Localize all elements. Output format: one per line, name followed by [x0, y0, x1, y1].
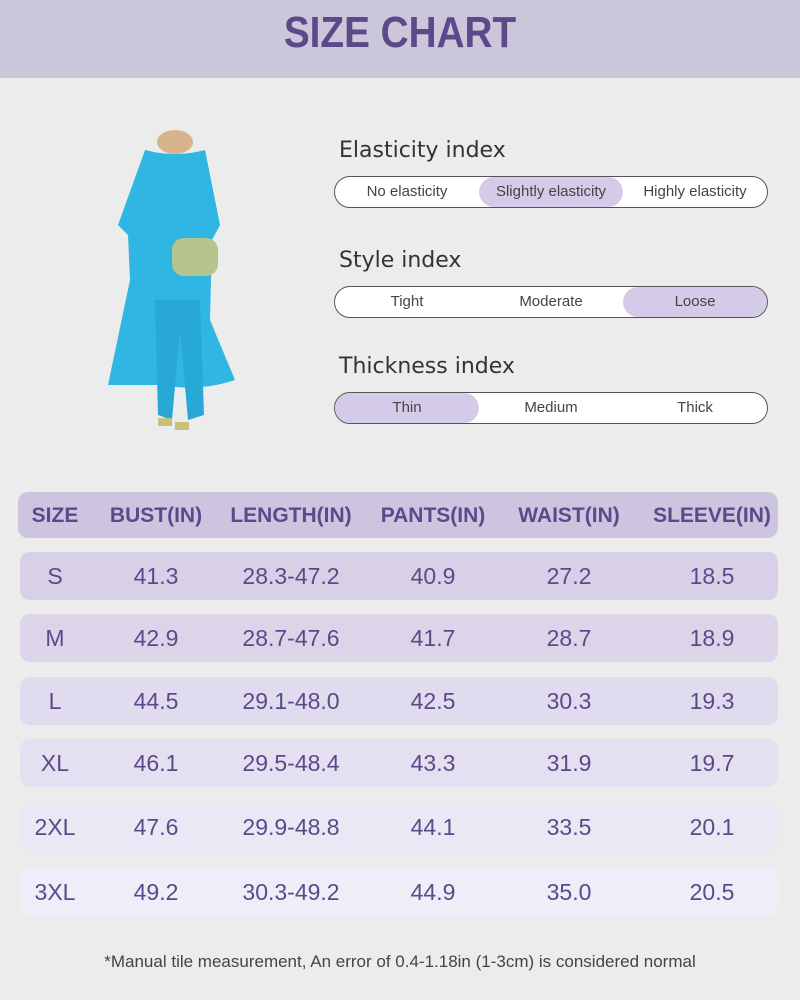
table-row: XL 46.1 29.5-48.4 43.3 31.9 19.7	[20, 739, 778, 787]
index-scale: Tight Moderate Loose	[334, 286, 768, 318]
table-cell: XL	[40, 750, 70, 776]
table-cell: 29.1-48.0	[242, 688, 340, 714]
index-scale: Thin Medium Thick	[334, 392, 768, 424]
table-cell: M	[45, 625, 65, 651]
table-cell: 28.7	[546, 625, 592, 651]
table-cell: 49.2	[133, 879, 179, 905]
table-cell: 43.3	[410, 750, 456, 776]
table-cell: 20.5	[689, 879, 735, 905]
table-cell: 31.9	[546, 750, 592, 776]
index-option: Thin	[335, 393, 479, 423]
table-cell: 18.5	[689, 563, 735, 589]
index-option: Medium	[524, 399, 578, 416]
index-title: Style index	[339, 248, 462, 273]
table-cell: 30.3-49.2	[242, 879, 340, 905]
table-cell: BUST(IN)	[109, 504, 203, 527]
table-cell: 41.3	[133, 563, 179, 589]
table-cell: 18.9	[689, 625, 735, 651]
table-header: SIZE BUST(IN) LENGTH(IN) PANTS(IN) WAIST(IN)…	[18, 492, 778, 538]
table-cell: 46.1	[133, 750, 179, 776]
table-cell: L	[48, 688, 62, 714]
table-cell: SLEEVE(IN)	[653, 504, 771, 527]
table-cell: 44.9	[410, 879, 456, 905]
table-cell: 42.5	[410, 688, 456, 714]
table-row: M 42.9 28.7-47.6 41.7 28.7 18.9	[20, 614, 778, 662]
index-title: Elasticity index	[339, 138, 506, 163]
table-cell: WAIST(IN)	[518, 504, 620, 527]
table-cell: SIZE	[31, 504, 79, 527]
table-row: L 44.5 29.1-48.0 42.5 30.3 19.3	[20, 677, 778, 725]
title: SIZE CHART	[283, 8, 517, 57]
table-cell: 2XL	[34, 814, 76, 840]
table-cell: 47.6	[133, 814, 179, 840]
model-image	[108, 130, 235, 430]
index-title: Thickness index	[339, 354, 515, 379]
header: SIZE CHART	[0, 0, 800, 78]
footnote: *Manual tile measurement, An error of 0.…	[104, 952, 696, 971]
table-cell: 19.7	[689, 750, 735, 776]
table-cell: 44.5	[133, 688, 179, 714]
table-cell: S	[47, 563, 63, 589]
table-cell: 29.5-48.4	[242, 750, 340, 776]
table-cell: 42.9	[133, 625, 179, 651]
index-option: Thick	[677, 399, 713, 416]
table-cell: 28.3-47.2	[242, 563, 340, 589]
index-option: Tight	[390, 293, 424, 310]
table-cell: 30.3	[546, 688, 592, 714]
table-row: 3XL 49.2 30.3-49.2 44.9 35.0 20.5	[20, 868, 778, 916]
table-cell: LENGTH(IN)	[230, 504, 352, 527]
table-cell: 40.9	[410, 563, 456, 589]
table-cell: 29.9-48.8	[242, 814, 340, 840]
table-cell: 27.2	[546, 563, 592, 589]
table-cell: 3XL	[34, 879, 76, 905]
table-cell: 19.3	[689, 688, 735, 714]
index-option: Loose	[623, 287, 767, 317]
index-scale: No elasticity Slightly elasticity Highly e…	[334, 176, 768, 208]
table-row: 2XL 47.6 29.9-48.8 44.1 33.5 20.1	[20, 803, 778, 851]
table-cell: PANTS(IN)	[380, 504, 486, 527]
index-option: Moderate	[519, 293, 583, 310]
table-cell: 33.5	[546, 814, 592, 840]
table-row: S 41.3 28.3-47.2 40.9 27.2 18.5	[20, 552, 778, 600]
table-cell: 35.0	[546, 879, 592, 905]
table-cell: 28.7-47.6	[242, 625, 340, 651]
index-option: No elasticity	[366, 183, 448, 200]
index-option: Slightly elasticity	[479, 177, 623, 207]
table-cell: 41.7	[410, 625, 456, 651]
table-cell: 20.1	[689, 814, 735, 840]
table-cell: 44.1	[410, 814, 456, 840]
index-option: Highly elasticity	[643, 183, 747, 200]
